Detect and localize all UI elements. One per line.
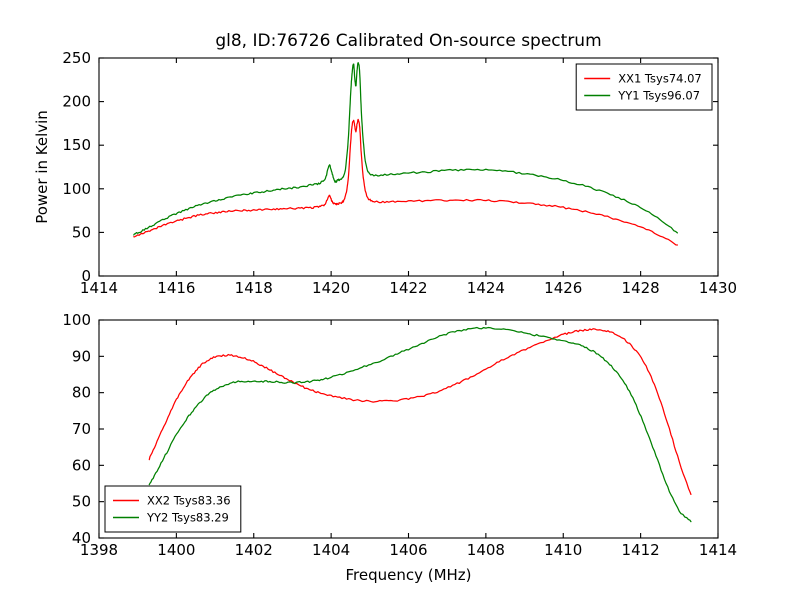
top-panel-group: 1414 1416 1418 1420 1422 1424 1426 1428 1430 0 50 1… [33,31,737,297]
y-tick-label: 150 [62,136,91,154]
x-tick-label: 1406 [389,541,427,559]
x-tick-label: 1402 [235,541,273,559]
y-axis-label: Power in Kelvin [33,110,51,224]
y-tick-label: 60 [72,456,91,474]
bottom-panel-group: 1398 1400 1402 1404 1406 1408 1410 1412 1414 40 50… [62,311,737,584]
y-tick-label: 100 [62,180,91,198]
x-tick-label: 1430 [699,279,737,297]
x-tick-label: 1426 [544,279,582,297]
x-tick-label: 1414 [80,279,118,297]
top-panel-legend: XX1 Tsys74.07 YY1 Tsys96.07 [575,63,713,111]
y-tick-label: 200 [62,93,91,111]
x-tick-label: 1408 [467,541,505,559]
x-tick-label: 1428 [622,279,660,297]
y-tick-label: 100 [62,311,91,329]
x-tick-label: 1410 [544,541,582,559]
y-tick-label: 0 [81,267,91,285]
y-tick-label: 90 [72,347,91,365]
trace-yy1 [133,62,679,236]
page-title: gl8, ID:76726 Calibrated On-source spect… [215,31,601,51]
legend-label: XX2 Tsys83.36 [147,494,231,508]
y-tick-label: 40 [72,529,91,547]
y-tick-label: 50 [72,493,91,511]
x-axis-label: Frequency (MHz) [345,566,471,584]
y-tick-label: 70 [72,420,91,438]
y-tick-label: 80 [72,384,91,402]
x-tick-label: 1400 [157,541,195,559]
x-tick-label: 1404 [312,541,350,559]
x-tick-label: 1418 [235,279,273,297]
x-tick-label: 1424 [467,279,505,297]
x-tick-label: 1416 [157,279,195,297]
x-tick-label: 1422 [389,279,427,297]
trace-xx1 [133,118,679,246]
x-tick-label: 1420 [312,279,350,297]
legend-label: XX1 Tsys74.07 [618,72,702,86]
trace-yy2 [148,326,692,523]
y-tick-label: 50 [72,223,91,241]
x-tick-label: 1412 [622,541,660,559]
y-tick-label: 250 [62,49,91,67]
x-tick-label: 1398 [80,541,118,559]
trace-xx2 [148,328,692,496]
legend-label: YY2 Tsys83.29 [146,511,229,525]
x-tick-label: 1414 [699,541,737,559]
legend-label: YY1 Tsys96.07 [617,89,700,103]
bottom-panel-legend: XX2 Tsys83.36 YY2 Tsys83.29 [104,485,242,533]
